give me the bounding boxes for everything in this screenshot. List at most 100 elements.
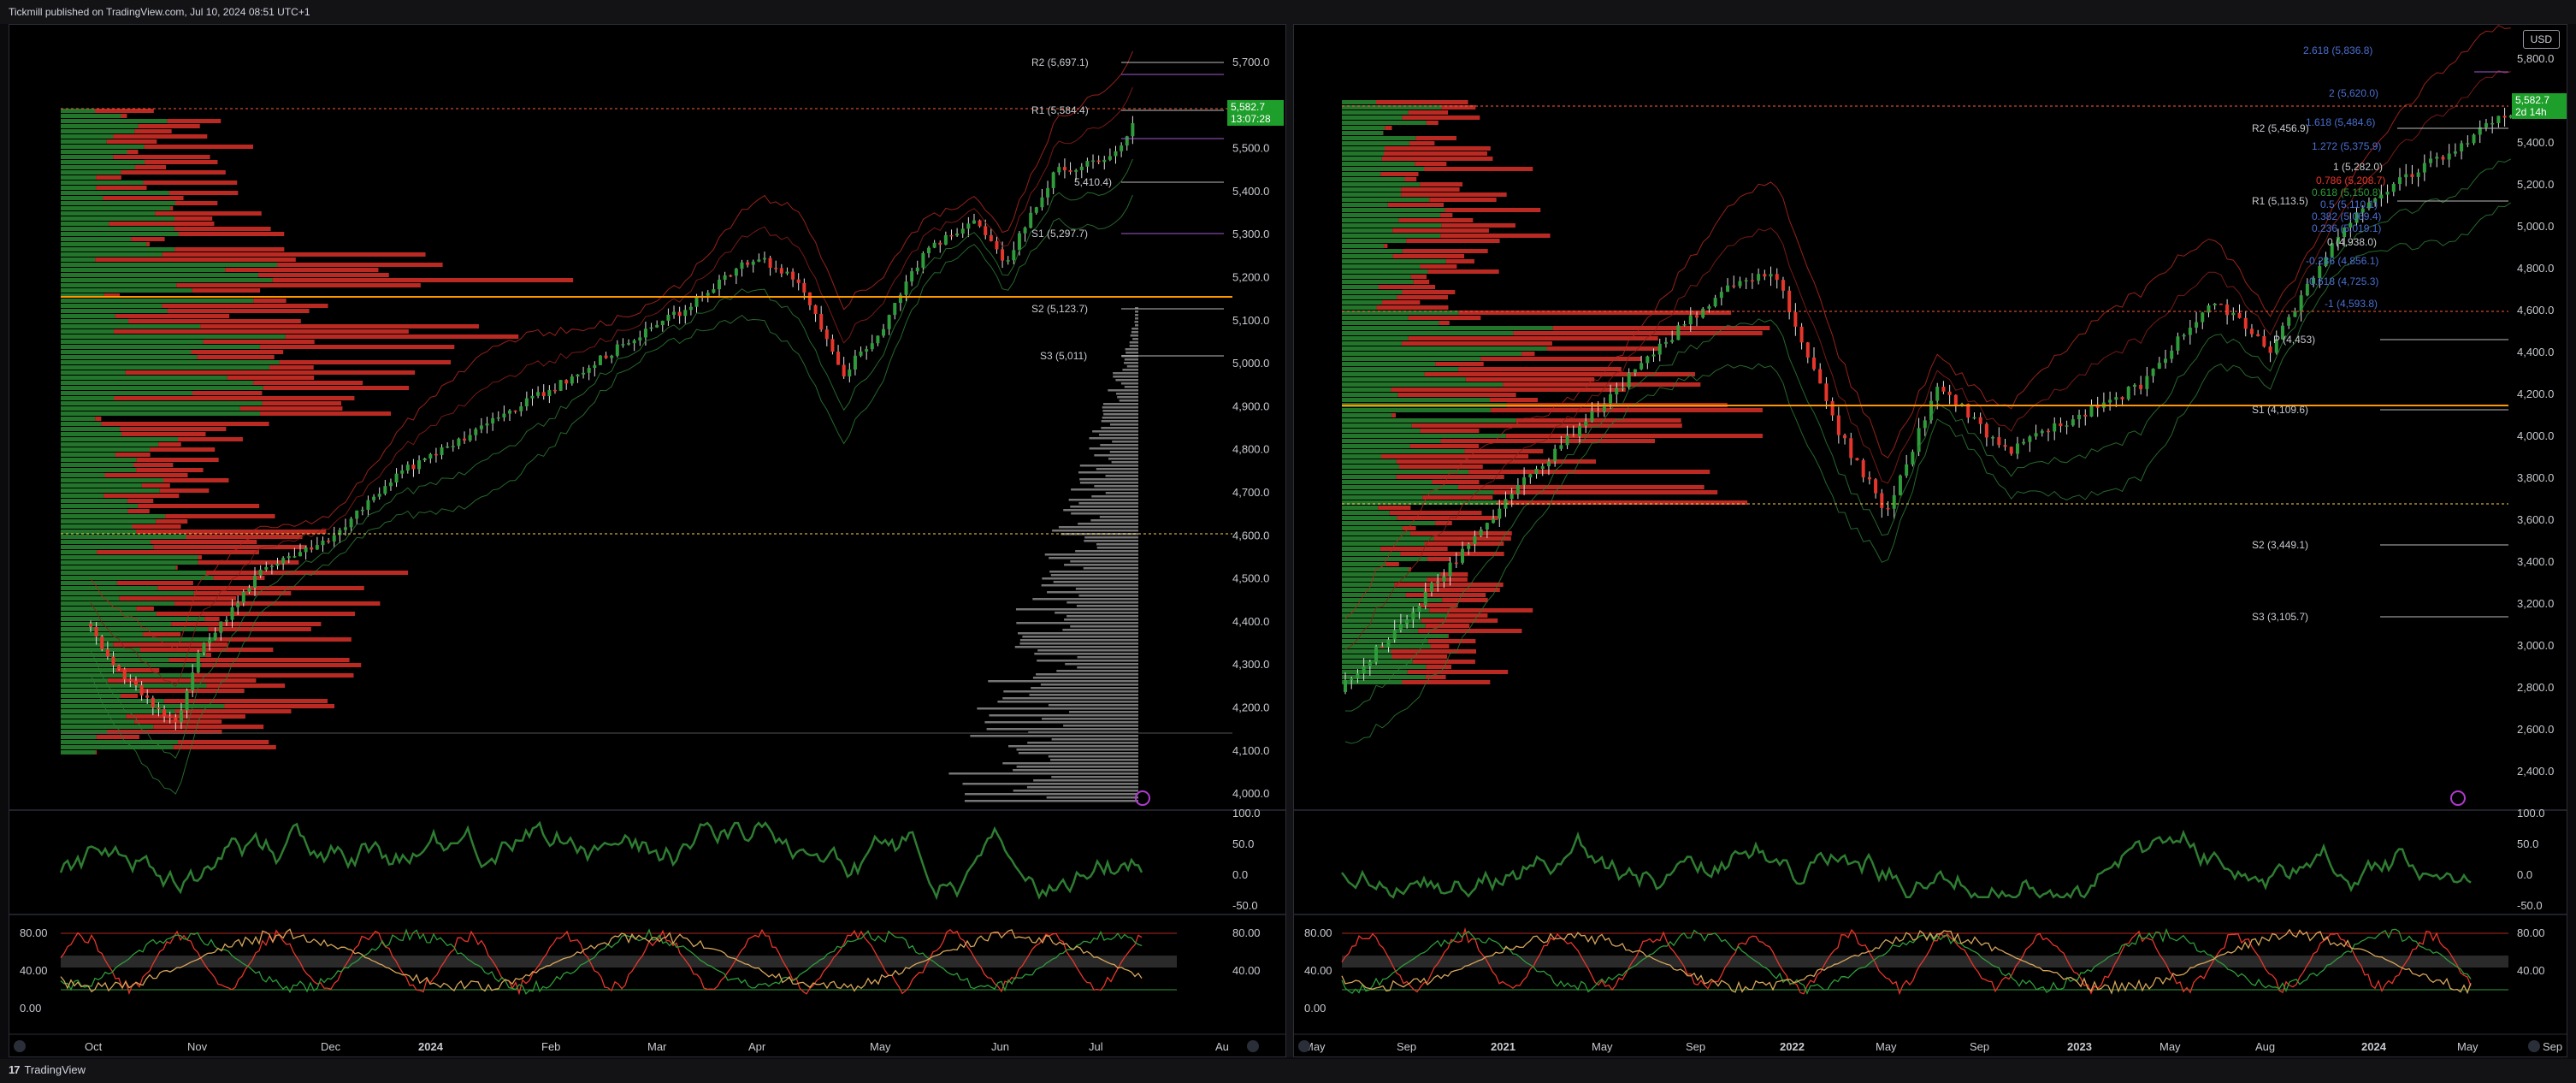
- volume-profile-bar-down: [1423, 588, 1500, 592]
- volume-histogram-bar: [1092, 430, 1138, 433]
- candle-up: [2126, 387, 2130, 399]
- candle-down: [2083, 414, 2088, 417]
- candle-up: [2373, 198, 2378, 203]
- price-axis-tick: 5,100.0: [1232, 314, 1269, 327]
- volume-histogram-bar: [1056, 670, 1138, 672]
- candle-down: [989, 234, 993, 241]
- candle-down: [1068, 170, 1072, 172]
- candle-down: [1596, 411, 1600, 413]
- price-axis-tick: 2,800.0: [2517, 681, 2554, 694]
- candle-up: [593, 364, 597, 369]
- volume-histogram-bar: [1033, 779, 1138, 782]
- candle-up: [1540, 466, 1545, 469]
- candle-up: [2176, 336, 2180, 351]
- volume-profile-bar-down: [174, 227, 271, 231]
- candle-up: [2508, 115, 2513, 118]
- volume-profile-bar-up: [61, 201, 175, 205]
- volume-profile-bar-up: [61, 565, 176, 570]
- pane-divider[interactable]: [1286, 24, 1293, 1057]
- candle-up: [1578, 425, 1581, 437]
- volume-profile-bar-down: [119, 596, 237, 601]
- candle-down: [836, 352, 841, 365]
- volume-profile-bar-up: [1342, 408, 1492, 412]
- volume-profile-bar-up: [61, 417, 96, 421]
- volume-profile-bar-down: [1387, 203, 1444, 207]
- volume-histogram-bar: [1018, 632, 1138, 635]
- price-axis-tick: 3,400.0: [2517, 555, 2554, 568]
- candle-up: [865, 349, 869, 352]
- rsi-axis-tick: -50.0: [2517, 899, 2543, 912]
- candle-up: [751, 261, 755, 265]
- volume-histogram-bar: [1070, 506, 1138, 508]
- upper-band-line: [90, 50, 1133, 652]
- volume-histogram-bar: [1113, 376, 1138, 378]
- stoch-axis-tick-right: 40.00: [1232, 964, 1261, 977]
- volume-profile-bar-down: [213, 576, 265, 580]
- candle-up: [610, 355, 614, 358]
- candle-down: [1855, 458, 1859, 461]
- volume-profile-bar-up: [1342, 203, 1388, 207]
- volume-histogram-bar: [1089, 447, 1138, 450]
- fib-label: 0.236 (5,019.1): [2312, 222, 2381, 234]
- volume-profile-bar-down: [1427, 639, 1476, 643]
- volume-profile-bar-up: [61, 714, 127, 719]
- candle-up: [1029, 212, 1033, 228]
- right-chart-pane[interactable]: R2 (5,456.9) R1 (5,113.5) P (4,453) S1 (4,1…: [1293, 24, 2567, 1057]
- volume-histogram-bar: [1055, 612, 1138, 614]
- volume-profile-bar-up: [1342, 362, 1436, 366]
- volume-profile-bar-up: [1342, 244, 1385, 248]
- volume-profile-bar-down: [141, 483, 170, 488]
- volume-profile-bar-down: [1464, 449, 1544, 453]
- candle-up: [1769, 274, 1773, 277]
- volume-profile-bar-down: [1440, 572, 1468, 577]
- currency-button[interactable]: USD: [2522, 30, 2560, 49]
- volume-histogram-bar: [965, 793, 1138, 796]
- candle-up: [377, 494, 381, 497]
- last-price-value: 5,582.7: [2515, 94, 2549, 106]
- volume-profile-bar-down: [121, 114, 127, 118]
- candle-down: [1818, 369, 1823, 384]
- volume-profile-bar-down: [1378, 506, 1411, 510]
- volume-profile-bar-down: [95, 750, 97, 755]
- candle-up: [400, 470, 405, 474]
- candle-up: [688, 306, 693, 311]
- volume-profile-bar-up: [61, 642, 114, 647]
- volume-profile-bar-up: [61, 612, 157, 616]
- volume-profile-bar-down: [157, 586, 364, 590]
- volume-profile-bar-down: [174, 247, 285, 252]
- candle-down: [949, 234, 954, 237]
- candle-down: [100, 636, 104, 649]
- candle-up: [1012, 250, 1016, 261]
- price-axis-tick: 2,600.0: [2517, 723, 2554, 736]
- volume-profile-bar-down: [224, 704, 334, 708]
- publish-info: Tickmill published on TradingView.com, J…: [9, 6, 310, 18]
- candle-up: [2416, 172, 2420, 177]
- candle-up: [536, 392, 541, 396]
- right-chart-canvas[interactable]: R2 (5,456.9) R1 (5,113.5) P (4,453) S1 (4,1…: [1294, 25, 2567, 1057]
- candle-up: [2453, 151, 2457, 154]
- candle-down: [1947, 391, 1952, 395]
- volume-histogram-bar: [1042, 718, 1138, 720]
- volume-profile-bar-up: [1342, 182, 1421, 186]
- volume-profile-bar-up: [1342, 218, 1399, 222]
- left-chart-pane[interactable]: R2 (5,697.1) R1 (5,584.4) 5,410.4) S1 (5,29…: [9, 24, 1286, 1057]
- volume-histogram-bar: [1101, 427, 1138, 429]
- tradingview-brand[interactable]: 17 TradingView: [9, 1063, 86, 1076]
- volume-profile-bar-up: [1342, 495, 1423, 500]
- candle-up: [1386, 639, 1391, 648]
- candle-down: [1763, 274, 1767, 277]
- candle-up: [1584, 421, 1588, 426]
- volume-profile-bar-up: [1342, 167, 1425, 171]
- candle-up: [1392, 630, 1397, 640]
- left-chart-canvas[interactable]: R2 (5,697.1) R1 (5,584.4) 5,410.4) S1 (5,29…: [9, 25, 1286, 1057]
- candle-up: [1356, 673, 1360, 679]
- fib-label: 0.786 (5,208.7): [2316, 175, 2385, 186]
- volume-histogram-bar: [1050, 574, 1138, 577]
- candle-up: [2201, 312, 2205, 323]
- volume-histogram-bar: [1032, 677, 1138, 679]
- volume-profile-bar-up: [61, 730, 107, 734]
- volume-profile-bar-up: [1342, 264, 1421, 269]
- volume-histogram-bar: [1109, 423, 1138, 426]
- volume-profile-bar-down: [1411, 423, 1682, 428]
- volume-profile-bar-up: [1342, 454, 1381, 459]
